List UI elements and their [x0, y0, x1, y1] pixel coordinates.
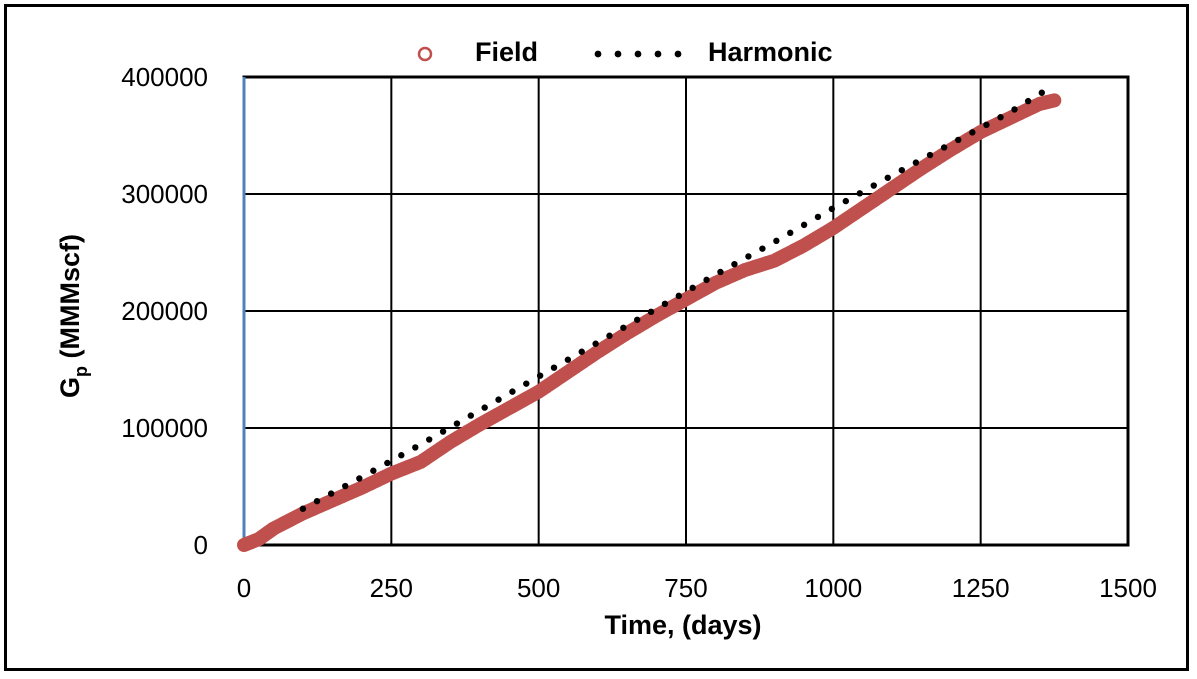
harmonic-point: [969, 129, 976, 136]
harmonic-point: [439, 428, 447, 435]
harmonic-point: [647, 308, 655, 316]
harmonic-point: [842, 197, 850, 205]
harmonic-point: [578, 348, 585, 355]
field-point: [1047, 93, 1062, 108]
harmonic-point: [467, 412, 475, 419]
harmonic-point: [717, 268, 724, 276]
harmonic-point: [412, 444, 419, 451]
harmonic-point: [426, 436, 433, 443]
legend-marker-field: [417, 46, 433, 62]
harmonic-point: [1038, 89, 1045, 96]
harmonic-point: [955, 136, 962, 144]
harmonic-point: [675, 292, 683, 300]
x-tick-label: 500: [517, 573, 560, 603]
harmonic-point: [703, 276, 710, 284]
harmonic-point: [800, 221, 808, 229]
x-axis-tick-labels: 0 250 500 750 1000 1250 1500: [237, 573, 1157, 603]
harmonic-point: [983, 121, 990, 129]
harmonic-point: [997, 114, 1004, 121]
legend-marker-harmonic: [594, 50, 682, 58]
x-tick-label: 0: [237, 573, 251, 603]
harmonic-point: [870, 182, 877, 189]
legend: Field Harmonic: [417, 37, 833, 67]
harmonic-point: [481, 404, 488, 411]
y-axis-title: Gp (MMMscf): [55, 234, 91, 398]
y-tick-label: 300000: [121, 179, 208, 209]
harmonic-point: [384, 459, 391, 467]
harmonic-point: [453, 420, 461, 427]
harmonic-point: [898, 166, 906, 174]
harmonic-point: [759, 245, 766, 252]
legend-dot: [674, 50, 682, 58]
harmonic-point: [523, 380, 530, 387]
harmonic-point: [856, 190, 863, 197]
x-tick-label: 1250: [952, 573, 1010, 603]
legend-dot: [594, 50, 602, 58]
harmonic-point: [814, 213, 822, 221]
harmonic-point: [606, 332, 613, 339]
legend-label-field: Field: [475, 37, 538, 67]
series-field: [237, 93, 1062, 552]
y-tick-label: 100000: [121, 413, 208, 443]
harmonic-point: [884, 174, 891, 181]
legend-dot: [634, 50, 642, 58]
harmonic-point: [661, 300, 669, 308]
harmonic-point: [1024, 97, 1032, 105]
x-tick-label: 250: [370, 573, 413, 603]
x-tick-label: 1500: [1099, 573, 1157, 603]
x-tick-label: 1000: [804, 573, 862, 603]
harmonic-point: [398, 452, 405, 459]
harmonic-point: [787, 229, 794, 237]
x-axis-title: Time, (days): [604, 610, 761, 640]
y-tick-label: 0: [194, 530, 208, 560]
harmonic-point: [620, 324, 627, 331]
harmonic-point: [731, 260, 738, 268]
harmonic-point: [912, 159, 920, 166]
harmonic-point: [342, 482, 349, 490]
harmonic-point: [550, 364, 558, 371]
x-tick-label: 750: [664, 573, 707, 603]
y-tick-label: 200000: [121, 296, 208, 326]
harmonic-point: [592, 340, 599, 347]
harmonic-point: [327, 490, 335, 497]
harmonic-point: [1011, 106, 1018, 113]
harmonic-point: [536, 372, 544, 379]
legend-label-harmonic: Harmonic: [708, 37, 833, 67]
y-tick-label: 400000: [121, 62, 208, 92]
harmonic-point: [940, 144, 948, 151]
harmonic-point: [689, 284, 696, 292]
harmonic-point: [495, 396, 502, 403]
chart-frame: [4, 4, 1189, 671]
legend-dot: [614, 50, 622, 58]
legend-dot: [654, 50, 662, 58]
harmonic-point: [509, 388, 516, 395]
series-harmonic: [299, 89, 1045, 512]
harmonic-point: [828, 205, 836, 213]
harmonic-point: [773, 237, 780, 245]
harmonic-point: [299, 505, 307, 512]
harmonic-point: [356, 475, 363, 482]
harmonic-point: [370, 467, 377, 474]
harmonic-point: [745, 253, 752, 260]
harmonic-point: [564, 356, 572, 363]
y-axis-tick-labels: 0 100000 200000 300000 400000: [121, 62, 208, 560]
harmonic-point: [313, 497, 321, 505]
harmonic-point: [634, 316, 641, 323]
harmonic-point: [926, 151, 934, 159]
